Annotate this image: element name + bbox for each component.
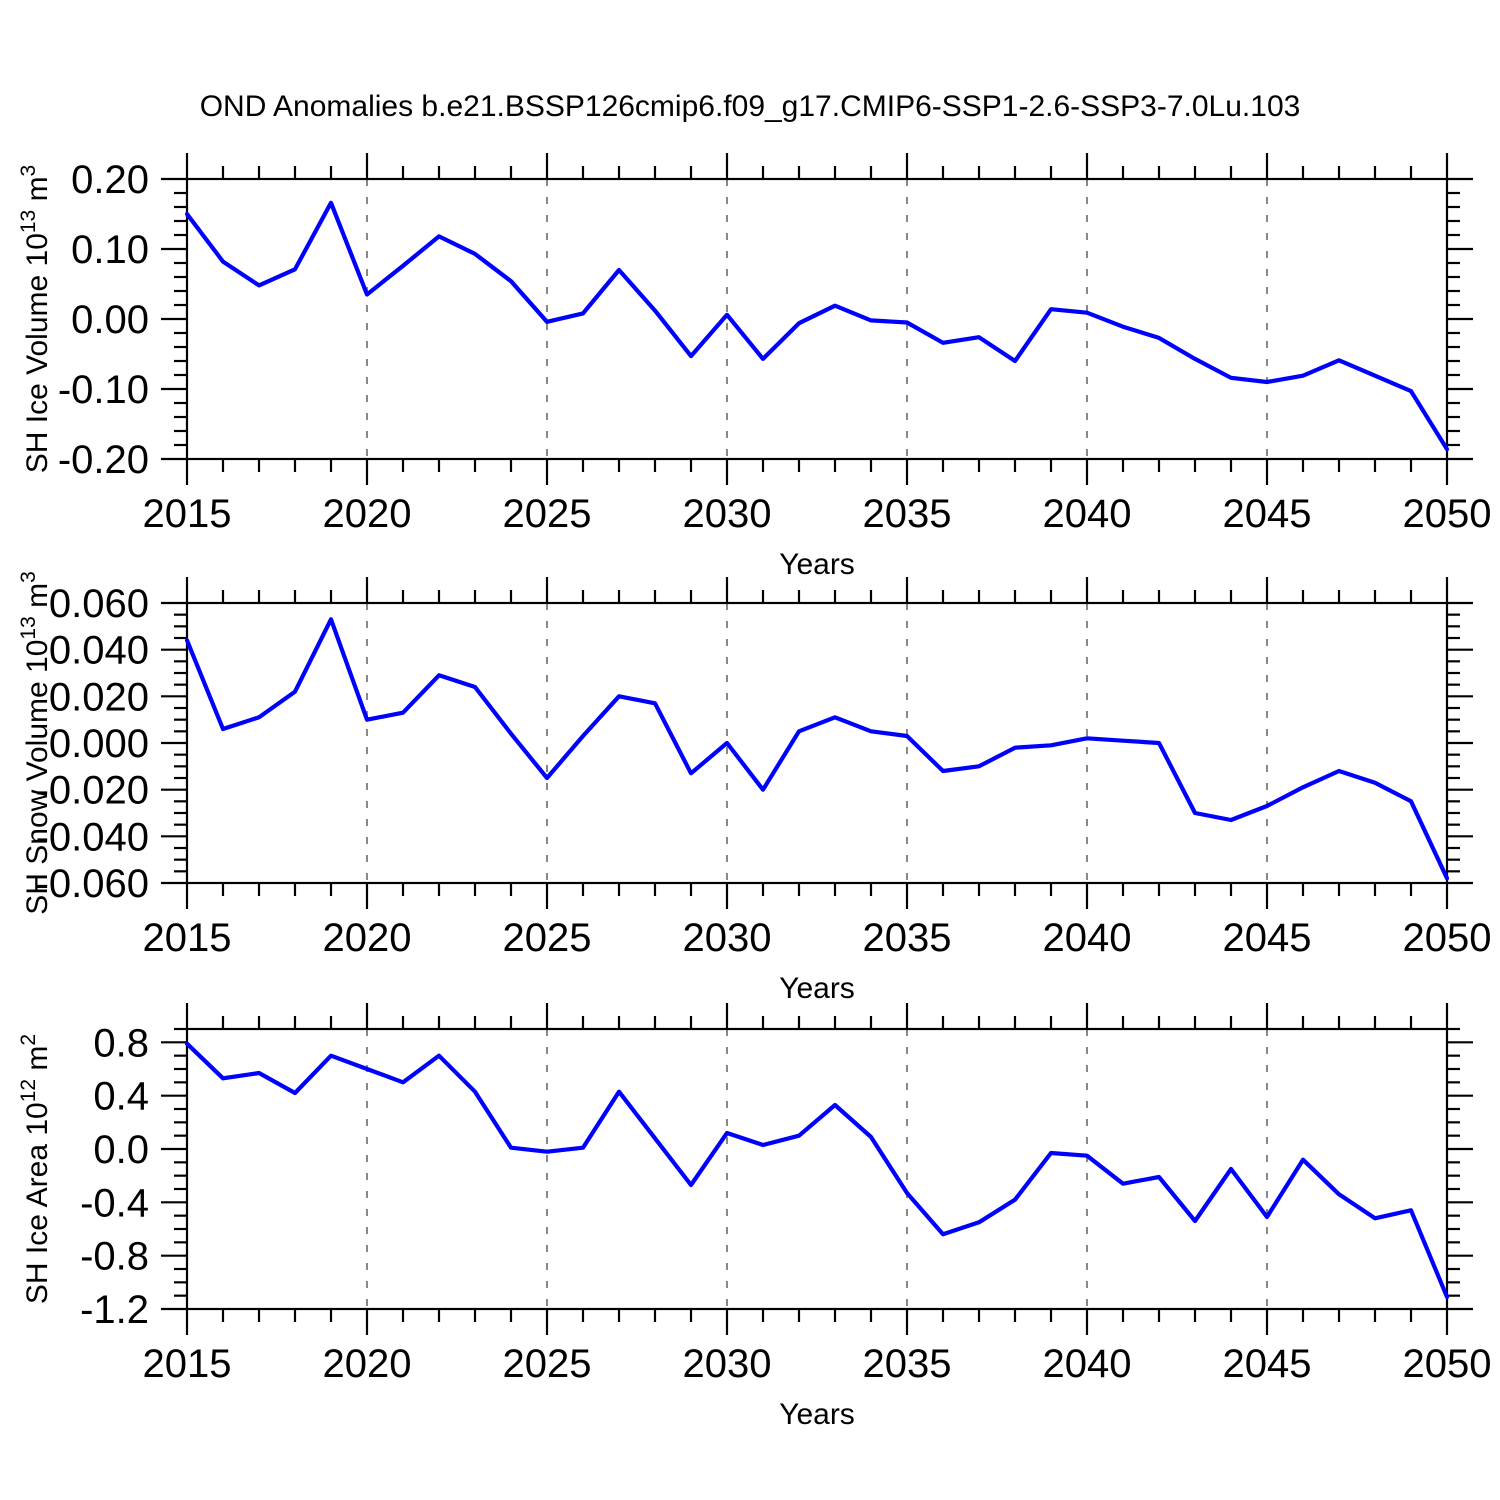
y-tick-label: 0.000 xyxy=(49,722,149,766)
plot-frame xyxy=(185,177,1449,461)
y-tick-label: -0.4 xyxy=(80,1181,149,1225)
x-tick-label: 2025 xyxy=(503,916,592,960)
x-tick-label: 2030 xyxy=(683,916,772,960)
y-tick-label: -0.060 xyxy=(36,862,149,906)
x-axis-title: Years xyxy=(779,548,855,581)
y-tick-label: 0.060 xyxy=(49,582,149,626)
x-tick-label: 2030 xyxy=(683,1342,772,1386)
y-tick-label: -0.10 xyxy=(58,368,149,412)
x-tick-label: 2045 xyxy=(1223,492,1312,536)
sh-ice-volume-panel: 0.20 0.10 0.00 -0.10 -0.20 2015 2020 2025 2030 20… xyxy=(17,153,1491,581)
plot-frame xyxy=(185,1027,1449,1311)
x-axis-title: Years xyxy=(779,972,855,1005)
x-tick-label: 2015 xyxy=(143,1342,232,1386)
y-axis-title: SH Snow Volume 1013​ m3​ xyxy=(17,571,54,915)
x-tick-label: 2025 xyxy=(503,492,592,536)
y-tick-label: -0.8 xyxy=(80,1235,149,1279)
y-tick-label: 0.040 xyxy=(49,629,149,673)
y-tick-label: -1.2 xyxy=(80,1288,149,1332)
x-tick-label: 2030 xyxy=(683,492,772,536)
x-tick-label: 2020 xyxy=(323,916,412,960)
chart-title: OND Anomalies b.e21.BSSP126cmip6.f09_g17… xyxy=(199,90,1301,123)
sh-ice-volume-series-line xyxy=(184,200,1450,452)
x-tick-label: 2050 xyxy=(1403,492,1492,536)
y-tick-label: 0.00 xyxy=(71,298,149,342)
sh-snow-volume-series-line xyxy=(184,617,1450,881)
y-axis-title: SH Ice Volume 1013​ m3​ xyxy=(17,165,54,474)
x-tick-label: 2025 xyxy=(503,1342,592,1386)
x-tick-label: 2035 xyxy=(863,916,952,960)
x-tick-label: 2035 xyxy=(863,492,952,536)
x-tick-label: 2045 xyxy=(1223,916,1312,960)
x-tick-label: 2040 xyxy=(1043,1342,1132,1386)
sh-ice-area-panel: 0.8 0.4 0.0 -0.4 -0.8 -1.2 2015 2020 2025 2030 203… xyxy=(17,1003,1491,1431)
y-axis-title: SH Ice Area 1012​ m2​ xyxy=(17,1034,54,1304)
x-tick-label: 2035 xyxy=(863,1342,952,1386)
x-axis-title: Years xyxy=(779,1398,855,1431)
x-tick-label: 2050 xyxy=(1403,1342,1492,1386)
plot-frame xyxy=(185,601,1449,885)
y-tick-label: 0.0 xyxy=(93,1128,149,1172)
x-tick-label: 2020 xyxy=(323,1342,412,1386)
y-tick-label: -0.20 xyxy=(58,438,149,482)
x-tick-label: 2045 xyxy=(1223,1342,1312,1386)
x-tick-label: 2040 xyxy=(1043,916,1132,960)
x-tick-label: 2020 xyxy=(323,492,412,536)
sh-ice-area-series-line xyxy=(184,1041,1450,1300)
y-tick-label: 0.4 xyxy=(93,1075,149,1119)
x-tick-label: 2015 xyxy=(143,916,232,960)
x-tick-label: 2015 xyxy=(143,492,232,536)
y-tick-label: 0.10 xyxy=(71,228,149,272)
y-tick-label: 0.8 xyxy=(93,1021,149,1065)
x-tick-label: 2040 xyxy=(1043,492,1132,536)
y-tick-label: -0.040 xyxy=(36,815,149,859)
y-tick-label: 0.020 xyxy=(49,675,149,719)
x-tick-label: 2050 xyxy=(1403,916,1492,960)
y-tick-label: 0.20 xyxy=(71,158,149,202)
y-tick-label: -0.020 xyxy=(36,769,149,813)
